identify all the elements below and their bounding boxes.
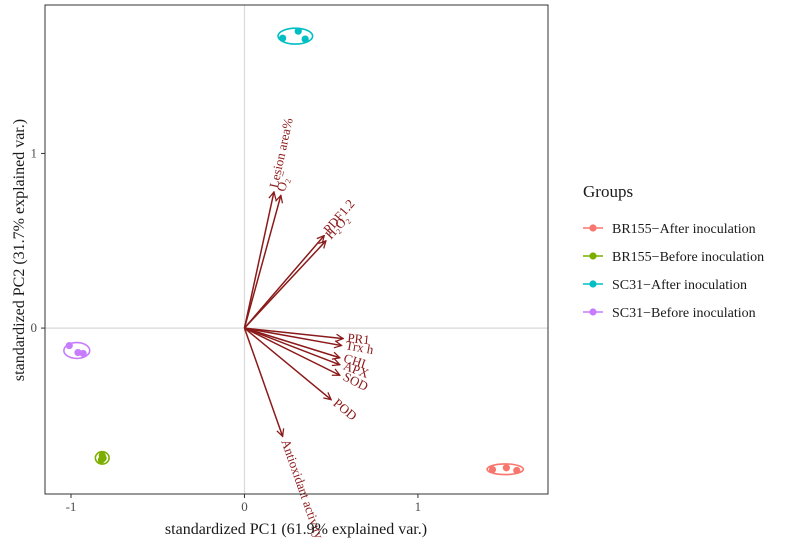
loading-arrow [244,327,343,338]
group-ellipse [94,450,110,465]
loading-arrow [243,236,324,329]
observation-point [279,34,287,42]
group-ellipse [486,463,525,476]
x-tick-label: 1 [415,499,422,514]
legend-title: Groups [583,182,633,201]
loading-arrow [243,327,282,436]
plot-panel [45,5,548,494]
y-tick-label: 1 [31,145,38,160]
axes: -1 0 1 0 1 [31,145,422,514]
observation-point [65,341,73,350]
panel-border [44,4,549,495]
legend-label: BR155−After inoculation [612,222,756,237]
loading-label: CHI [342,350,368,371]
loading-arrow [243,195,280,329]
panel-background [45,5,548,494]
observation-point [294,27,302,35]
legend-key [583,308,603,316]
y-tick-label: 0 [31,320,38,335]
loading-arrow [243,327,331,400]
legend-label: SC31−After inoculation [612,278,747,293]
observation-point [79,349,87,358]
observation-points [65,27,521,475]
loading-label: Trx h [344,337,375,357]
legend-key-point [589,252,597,260]
x-tick-label: -1 [66,499,77,514]
loading-arrow [244,327,339,376]
loading-arrow [243,192,273,329]
group-ellipse [277,27,314,45]
loading-label: O₂⁻ [273,169,293,193]
legend-key-point [589,280,597,288]
loading-arrow [244,327,339,365]
legend-key [583,252,603,260]
x-axis-title: standardized PC1 (61.9% explained var.) [165,521,427,538]
loading-arrow [243,241,326,329]
loading-arrow [244,327,339,358]
observation-point [97,456,105,464]
group-ellipses [63,27,525,476]
legend-key-point [589,224,597,232]
observation-point [513,466,521,475]
group-ellipse [63,341,91,360]
observation-point [488,465,497,474]
legend: Groups BR155−After inoculation BR155−Befo… [583,182,764,321]
loading-arrow [244,327,341,345]
legend-label: SC31−Before inoculation [612,306,756,321]
loading-arrows [243,192,343,437]
legend-key [583,224,603,232]
reference-lines [45,5,548,494]
observation-point [301,35,309,43]
legend-key [583,280,603,288]
loading-label: PR1 [347,330,371,347]
legend-label: BR155−Before inoculation [612,250,764,265]
x-tick-label: 0 [241,499,248,514]
legend-key-point [589,308,597,316]
y-axis-title: standardized PC2 (31.7% explained var.) [11,119,28,381]
observation-point [502,464,510,472]
